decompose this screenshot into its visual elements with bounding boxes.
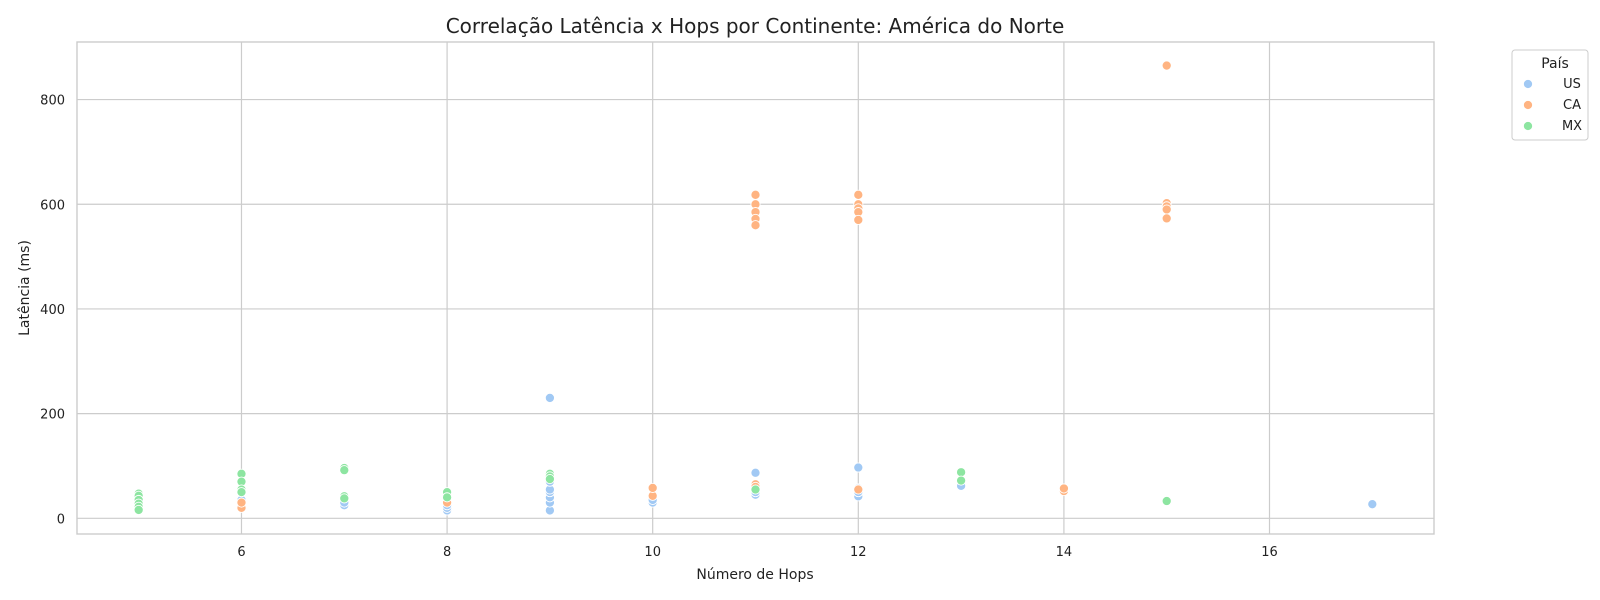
data-point (1161, 213, 1172, 224)
legend-label: US (1563, 77, 1581, 92)
data-point (1161, 495, 1172, 507)
data-point (956, 475, 967, 486)
data-point (853, 189, 864, 200)
chart-title: Correlação Latência x Hops por Continent… (446, 14, 1065, 38)
data-point (1161, 60, 1172, 71)
data-point (544, 392, 555, 403)
data-point (133, 504, 144, 515)
x-tick-label: 10 (644, 545, 661, 560)
x-tick-label: 12 (850, 545, 867, 560)
grid (77, 42, 1434, 534)
data-point (1367, 499, 1378, 510)
series-ca (236, 60, 1172, 513)
x-tick-label: 6 (237, 545, 245, 560)
data-points (133, 60, 1378, 516)
plot-frame (76, 41, 1435, 535)
data-point (544, 473, 555, 485)
y-tick-label: 600 (40, 198, 65, 213)
x-axis-ticks: 6 8 10 12 14 16 (237, 545, 1277, 560)
data-point (236, 487, 247, 498)
legend-marker (1522, 78, 1534, 90)
data-point (750, 220, 761, 231)
legend: País US CA MX (1511, 49, 1589, 141)
data-point (442, 492, 453, 503)
x-axis-label: Número de Hops (696, 567, 813, 583)
legend-marker (1522, 99, 1534, 111)
data-point (750, 189, 761, 200)
y-tick-label: 200 (40, 408, 65, 423)
data-point (853, 462, 864, 473)
series-us (133, 392, 1378, 516)
data-point (1161, 204, 1172, 215)
y-axis-label: Latência (ms) (17, 240, 33, 336)
legend-title: País (1541, 56, 1569, 72)
data-point (236, 497, 247, 508)
y-tick-label: 800 (40, 94, 65, 109)
legend-label: CA (1563, 98, 1581, 113)
x-tick-label: 16 (1261, 545, 1278, 560)
data-point (853, 484, 864, 495)
data-point (853, 214, 864, 226)
legend-box (1511, 49, 1589, 141)
legend-label: MX (1562, 119, 1582, 134)
data-point (339, 465, 350, 476)
y-tick-label: 0 (57, 512, 65, 527)
y-tick-label: 400 (40, 303, 65, 318)
data-point (339, 493, 350, 504)
data-point (956, 467, 967, 478)
legend-marker (1522, 120, 1534, 132)
data-point (647, 482, 658, 493)
data-point (750, 467, 761, 478)
data-point (750, 484, 761, 495)
y-axis-ticks: 0 200 400 600 800 (40, 94, 65, 528)
data-point (1058, 483, 1069, 494)
x-tick-label: 8 (443, 545, 451, 560)
x-tick-label: 14 (1056, 545, 1073, 560)
series-mx (133, 463, 1172, 515)
